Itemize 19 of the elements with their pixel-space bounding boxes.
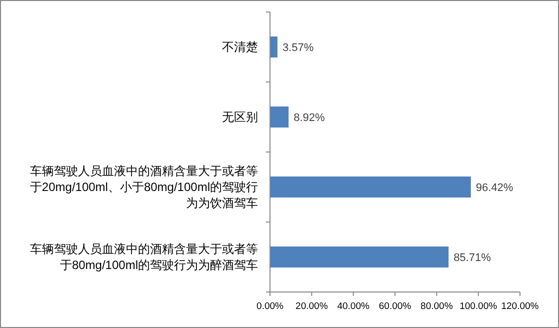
- bar: [270, 36, 278, 58]
- x-tick-label: 80.00%: [420, 301, 454, 312]
- data-label: 85.71%: [454, 252, 492, 264]
- x-tick-label: 0.00%: [256, 301, 284, 312]
- y-tick-label: 不清楚: [222, 40, 258, 54]
- y-tick-label: 无区别: [222, 110, 258, 124]
- data-label: 8.92%: [294, 112, 325, 124]
- data-label: 3.57%: [282, 42, 314, 54]
- y-tick-label: 车辆驾驶人员血液中的酒精含量大于或者等于20mg/100ml、小于80mg/100ml的驾驶行为为饮酒驾车: [30, 164, 258, 210]
- x-tick-label: 120.00%: [501, 301, 540, 312]
- bar: [270, 176, 471, 198]
- bar: [270, 106, 289, 128]
- bar: [270, 246, 449, 268]
- data-label: 96.42%: [476, 182, 514, 194]
- x-tick-label: 60.00%: [378, 301, 412, 312]
- x-tick-label: 40.00%: [337, 301, 370, 312]
- x-tick-label: 20.00%: [296, 301, 328, 312]
- x-tick-label: 100.00%: [460, 301, 498, 312]
- y-tick-label: 车辆驾驶人员血液中的酒精含量大于或者等于80mg/100ml的驾驶行为为醉酒驾车: [30, 242, 258, 272]
